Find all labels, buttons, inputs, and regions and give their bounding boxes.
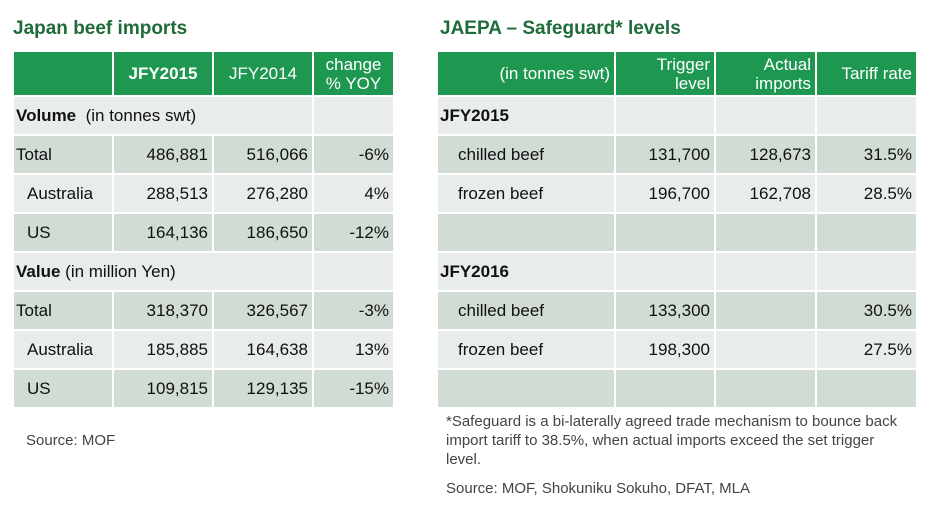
table-row: frozen beef 198,300 27.5% xyxy=(436,329,918,370)
cell-actual xyxy=(714,290,817,331)
right-source: Source: MOF, Shokuniku Sokuho, DFAT, MLA xyxy=(446,480,751,497)
cell-actual: 162,708 xyxy=(714,173,817,214)
cell-jfy2015: 109,815 xyxy=(112,368,214,409)
row-label: chilled beef xyxy=(436,134,616,175)
header-unit: (in tonnes swt) xyxy=(436,50,616,97)
header-trigger-line2: level xyxy=(675,73,710,93)
year-section-row: JFY2016 xyxy=(436,251,918,292)
table-header-row: JFY2015 JFY2014 change % YOY xyxy=(12,50,395,97)
value-label: Value xyxy=(16,261,61,281)
left-table-title: Japan beef imports xyxy=(13,18,188,39)
table-row: Total 486,881 516,066 -6% xyxy=(12,134,395,175)
value-unit: (in million Yen) xyxy=(65,261,176,281)
row-label: frozen beef xyxy=(436,329,616,370)
table-header-row: (in tonnes swt) Trigger level Actual imp… xyxy=(436,50,918,97)
cell-jfy2014: 186,650 xyxy=(212,212,314,253)
cell-trigger: 133,300 xyxy=(614,290,716,331)
cell-tariff: 27.5% xyxy=(815,329,918,370)
row-label: Australia xyxy=(12,329,114,370)
row-label: Total xyxy=(12,134,114,175)
header-jfy2014: JFY2014 xyxy=(212,50,314,97)
header-actual-line1: Actual xyxy=(763,54,811,74)
cell-jfy2015: 185,885 xyxy=(112,329,214,370)
cell-change: -12% xyxy=(312,212,395,253)
header-tariff-rate: Tariff rate xyxy=(815,50,918,97)
cell-change: -15% xyxy=(312,368,395,409)
table-row: US 164,136 186,650 -12% xyxy=(12,212,395,253)
table-row: frozen beef 196,700 162,708 28.5% xyxy=(436,173,918,214)
cell-jfy2014: 276,280 xyxy=(212,173,314,214)
cell-trigger: 196,700 xyxy=(614,173,716,214)
volume-section-row: Volume (in tonnes swt) xyxy=(12,95,395,136)
cell-change: 13% xyxy=(312,329,395,370)
header-actual-imports: Actual imports xyxy=(714,50,817,97)
row-label: frozen beef xyxy=(436,173,616,214)
table-row: Australia 288,513 276,280 4% xyxy=(12,173,395,214)
cell-actual xyxy=(714,329,817,370)
table-row: Total 318,370 326,567 -3% xyxy=(12,290,395,331)
year-label: JFY2015 xyxy=(436,95,616,136)
cell-jfy2015: 288,513 xyxy=(112,173,214,214)
header-actual-line2: imports xyxy=(755,73,811,93)
cell-jfy2014: 164,638 xyxy=(212,329,314,370)
right-table-title: JAEPA – Safeguard* levels xyxy=(440,18,681,39)
cell-actual: 128,673 xyxy=(714,134,817,175)
cell-jfy2014: 516,066 xyxy=(212,134,314,175)
cell-jfy2015: 318,370 xyxy=(112,290,214,331)
table-row: chilled beef 131,700 128,673 31.5% xyxy=(436,134,918,175)
left-source: Source: MOF xyxy=(26,432,116,449)
cell-trigger: 131,700 xyxy=(614,134,716,175)
header-change-yoy: change % YOY xyxy=(312,50,395,97)
header-trigger-level: Trigger level xyxy=(614,50,716,97)
row-label: US xyxy=(12,368,114,409)
row-label: US xyxy=(12,212,114,253)
safeguard-levels-table: (in tonnes swt) Trigger level Actual imp… xyxy=(436,50,918,409)
header-trigger-line1: Trigger xyxy=(656,54,710,74)
volume-label: Volume xyxy=(16,105,77,125)
value-section-row: Value (in million Yen) xyxy=(12,251,395,292)
year-label: JFY2016 xyxy=(436,251,616,292)
table-row: chilled beef 133,300 30.5% xyxy=(436,290,918,331)
empty-row xyxy=(436,212,918,253)
year-section-row: JFY2015 xyxy=(436,95,918,136)
cell-tariff: 28.5% xyxy=(815,173,918,214)
table-row: Australia 185,885 164,638 13% xyxy=(12,329,395,370)
cell-tariff: 30.5% xyxy=(815,290,918,331)
volume-unit: (in tonnes swt) xyxy=(85,105,197,125)
header-jfy2015: JFY2015 xyxy=(112,50,214,97)
cell-tariff: 31.5% xyxy=(815,134,918,175)
cell-change: 4% xyxy=(312,173,395,214)
header-change-line1: change xyxy=(325,54,382,74)
cell-jfy2014: 326,567 xyxy=(212,290,314,331)
cell-change: -6% xyxy=(312,134,395,175)
japan-beef-imports-table: JFY2015 JFY2014 change % YOY Volume (in … xyxy=(12,50,395,409)
row-label: chilled beef xyxy=(436,290,616,331)
row-label: Australia xyxy=(12,173,114,214)
cell-jfy2014: 129,135 xyxy=(212,368,314,409)
safeguard-footnote: *Safeguard is a bi-laterally agreed trad… xyxy=(446,413,898,468)
cell-jfy2015: 486,881 xyxy=(112,134,214,175)
cell-trigger: 198,300 xyxy=(614,329,716,370)
cell-jfy2015: 164,136 xyxy=(112,212,214,253)
header-change-line2: % YOY xyxy=(325,73,382,93)
empty-row xyxy=(436,368,918,409)
table-row: US 109,815 129,135 -15% xyxy=(12,368,395,409)
header-empty xyxy=(12,50,114,97)
cell-change: -3% xyxy=(312,290,395,331)
row-label: Total xyxy=(12,290,114,331)
